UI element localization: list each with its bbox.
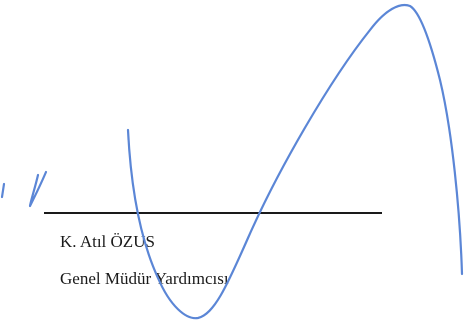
signature-stroke-v	[28, 170, 48, 208]
signature-line	[44, 212, 382, 214]
signature-stroke-small	[0, 182, 6, 199]
signer-title: Genel Müdür Yardımcısı	[60, 269, 229, 288]
signer-name: K. Atıl ÖZUS	[60, 232, 155, 251]
